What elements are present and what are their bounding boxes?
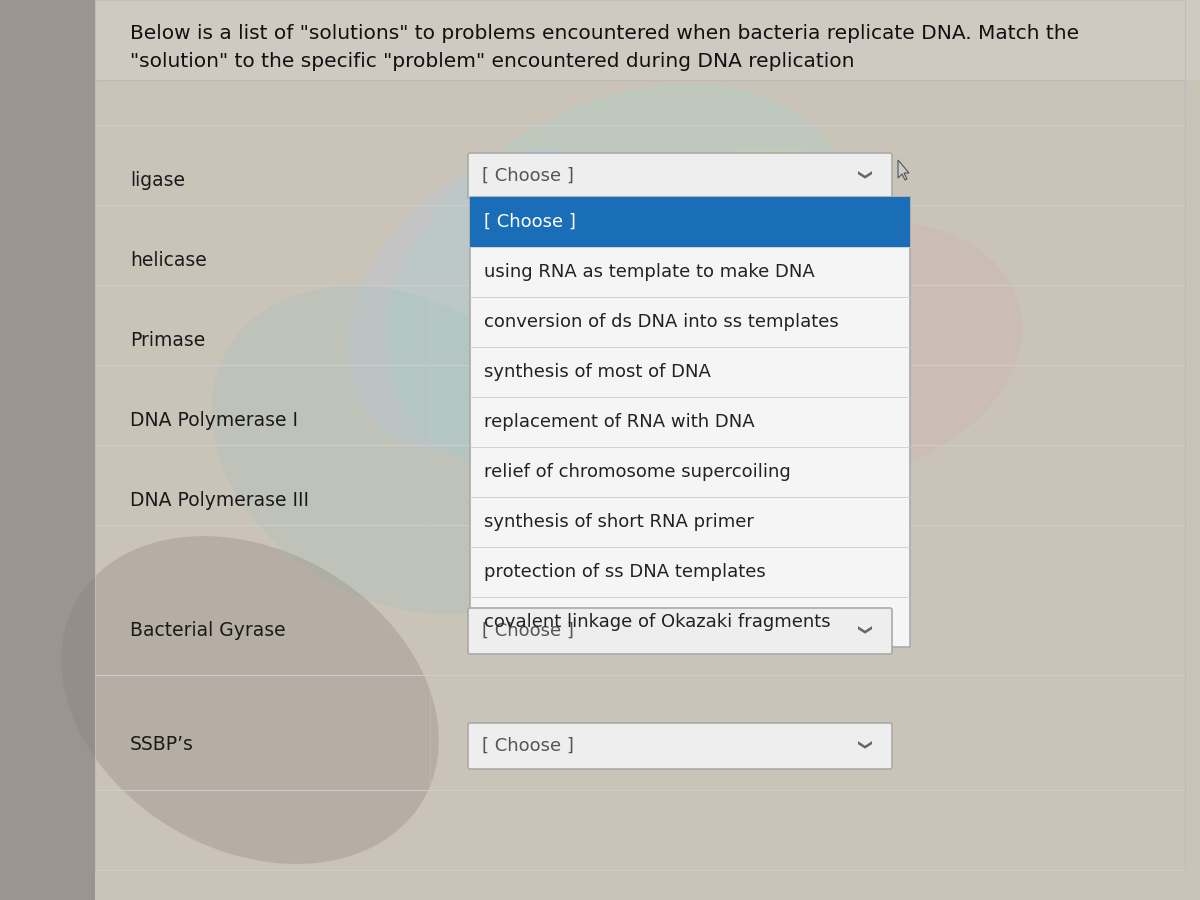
Text: SSBP’s: SSBP’s [130, 735, 194, 754]
Ellipse shape [601, 148, 899, 352]
Ellipse shape [211, 286, 589, 614]
Text: protection of ss DNA templates: protection of ss DNA templates [484, 563, 766, 581]
Text: relief of chromosome supercoiling: relief of chromosome supercoiling [484, 463, 791, 481]
FancyBboxPatch shape [468, 608, 892, 654]
Text: ❯: ❯ [854, 170, 869, 182]
Text: [ Choose ]: [ Choose ] [484, 213, 576, 231]
FancyBboxPatch shape [468, 723, 892, 769]
Text: ligase: ligase [130, 170, 185, 190]
Text: "solution" to the specific "problem" encountered during DNA replication: "solution" to the specific "problem" enc… [130, 52, 854, 71]
Text: [ Choose ]: [ Choose ] [482, 167, 574, 185]
Ellipse shape [348, 148, 652, 452]
Text: using RNA as template to make DNA: using RNA as template to make DNA [484, 263, 815, 281]
Text: synthesis of short RNA primer: synthesis of short RNA primer [484, 513, 754, 531]
Polygon shape [95, 0, 1200, 80]
Text: Bacterial Gyrase: Bacterial Gyrase [130, 620, 286, 640]
Text: DNA Polymerase III: DNA Polymerase III [130, 491, 310, 509]
FancyBboxPatch shape [470, 197, 910, 647]
FancyBboxPatch shape [470, 197, 910, 247]
Polygon shape [898, 160, 910, 180]
Text: [ Choose ]: [ Choose ] [482, 622, 574, 640]
Text: Primase: Primase [130, 330, 205, 349]
Text: covalent linkage of Okazaki fragments: covalent linkage of Okazaki fragments [484, 613, 830, 631]
Ellipse shape [386, 84, 853, 476]
Text: ❯: ❯ [854, 626, 869, 637]
Text: [ Choose ]: [ Choose ] [482, 737, 574, 755]
Text: conversion of ds DNA into ss templates: conversion of ds DNA into ss templates [484, 313, 839, 331]
Text: replacement of RNA with DNA: replacement of RNA with DNA [484, 413, 755, 431]
Text: ❯: ❯ [854, 740, 869, 752]
Polygon shape [0, 0, 95, 900]
Ellipse shape [61, 536, 439, 864]
Text: Below is a list of "solutions" to problems encountered when bacteria replicate D: Below is a list of "solutions" to proble… [130, 24, 1079, 43]
Ellipse shape [678, 221, 1022, 479]
Ellipse shape [506, 252, 894, 548]
Text: DNA Polymerase I: DNA Polymerase I [130, 410, 298, 429]
FancyBboxPatch shape [468, 153, 892, 199]
Text: helicase: helicase [130, 250, 206, 269]
Text: synthesis of most of DNA: synthesis of most of DNA [484, 363, 710, 381]
Polygon shape [95, 0, 1200, 900]
